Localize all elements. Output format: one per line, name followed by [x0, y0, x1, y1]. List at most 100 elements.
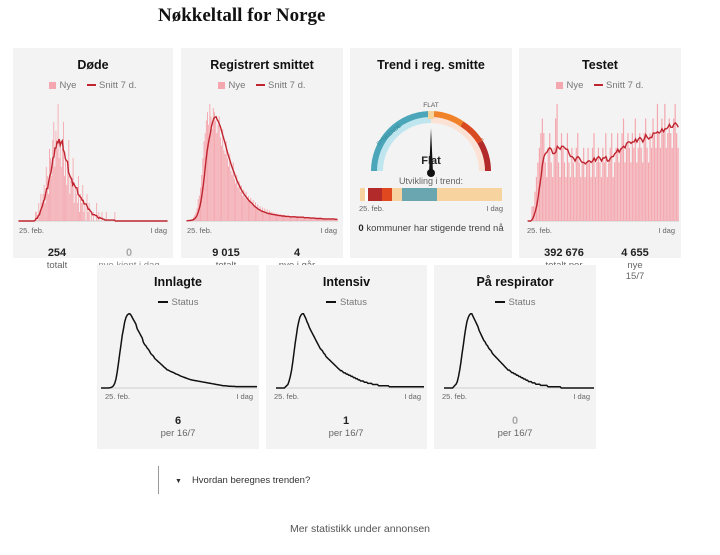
gauge-hub [427, 169, 435, 177]
bar [590, 177, 592, 221]
bar [307, 218, 309, 221]
trend-explanation-toggle[interactable]: ▼ Hvordan beregnes trenden? [158, 466, 475, 494]
chart-legend: Nye Snitt 7 d. [519, 80, 681, 91]
x-axis-start-label: 25. feb. [442, 392, 468, 401]
bar [578, 162, 580, 221]
chart-legend: Status [97, 297, 259, 308]
stat-value: 1 [342, 415, 350, 427]
stat-label: per 16/7 [160, 428, 196, 439]
bar [313, 218, 315, 221]
bar [49, 148, 50, 221]
bar [277, 215, 279, 221]
bar [556, 103, 558, 221]
bar [618, 162, 620, 221]
bar [330, 219, 332, 221]
bar [659, 147, 661, 221]
legend-bar-swatch [556, 81, 564, 89]
bar [57, 103, 59, 221]
bar [251, 204, 253, 221]
bar [228, 166, 230, 221]
card-title: Innlagte [154, 275, 202, 289]
bar [70, 175, 72, 221]
bar [569, 177, 571, 221]
bar [270, 212, 272, 221]
municipalities-increasing: 0 kommuner har stigende trend nå [358, 223, 504, 235]
series-line-status [101, 312, 257, 389]
bar [226, 158, 228, 221]
chart-legend: Status [266, 297, 427, 308]
bar [205, 120, 207, 221]
legend-line-swatch [157, 301, 168, 304]
bar [566, 133, 569, 221]
bar [54, 166, 56, 221]
bar [90, 211, 92, 221]
bar [64, 175, 65, 221]
bar [75, 193, 77, 221]
footer-note: Mer statistikk under annonsen [289, 523, 431, 535]
trend-development-bar [360, 188, 502, 201]
bar [243, 189, 245, 221]
bar [225, 141, 227, 221]
bar [216, 133, 218, 221]
bar [232, 162, 234, 221]
trend-segment-increasing [382, 188, 392, 201]
chart-dode [18, 103, 168, 222]
bar [543, 133, 545, 221]
page-title: Nøkkeltall for Norge [158, 5, 326, 26]
bar [301, 216, 303, 221]
bar [264, 208, 266, 221]
series-line-status [444, 312, 594, 389]
bar [39, 211, 41, 221]
bar [245, 191, 247, 221]
bar [577, 133, 579, 221]
bar [650, 147, 653, 221]
legend-line-label: Status [508, 297, 536, 308]
bar [223, 149, 225, 221]
gauge-label-flat: FLAT [423, 102, 438, 109]
bar [291, 216, 293, 221]
bar [628, 147, 631, 221]
bar [280, 214, 282, 221]
bar [274, 214, 276, 221]
bar [652, 118, 654, 221]
bar [256, 208, 258, 221]
bar [563, 162, 566, 221]
bar [568, 162, 570, 221]
bar [293, 217, 295, 221]
bar [295, 216, 297, 221]
bar [646, 147, 648, 221]
bar [621, 133, 623, 221]
bar [69, 193, 71, 221]
trend-segment-flat [392, 188, 402, 201]
bar [211, 128, 213, 221]
bar [643, 133, 645, 221]
x-axis-start-label: 25. feb. [527, 226, 553, 235]
bar [574, 177, 576, 221]
bar [318, 217, 320, 221]
bar [315, 218, 317, 221]
bar [53, 121, 55, 221]
chart-legend: Status [434, 297, 596, 308]
bar [297, 215, 299, 221]
bar [671, 147, 673, 221]
bar [625, 147, 628, 221]
x-axis-end-label: I dag [573, 392, 590, 401]
bar [674, 103, 676, 221]
stat-total: 254 totalt [17, 246, 97, 271]
bar [581, 162, 583, 221]
bar [304, 217, 306, 221]
bar [332, 218, 334, 221]
bar [83, 211, 85, 221]
bar [250, 197, 252, 221]
bar [217, 124, 219, 221]
bar [329, 218, 331, 221]
bar [221, 145, 223, 221]
bar [640, 147, 642, 221]
bar [617, 133, 619, 221]
bar [322, 218, 324, 221]
stat-value: 4 [293, 247, 301, 259]
bar [262, 207, 263, 221]
bar [662, 133, 664, 221]
legend-bars-label: Nye [59, 80, 77, 91]
stat-label: per 16/7 [497, 428, 533, 439]
